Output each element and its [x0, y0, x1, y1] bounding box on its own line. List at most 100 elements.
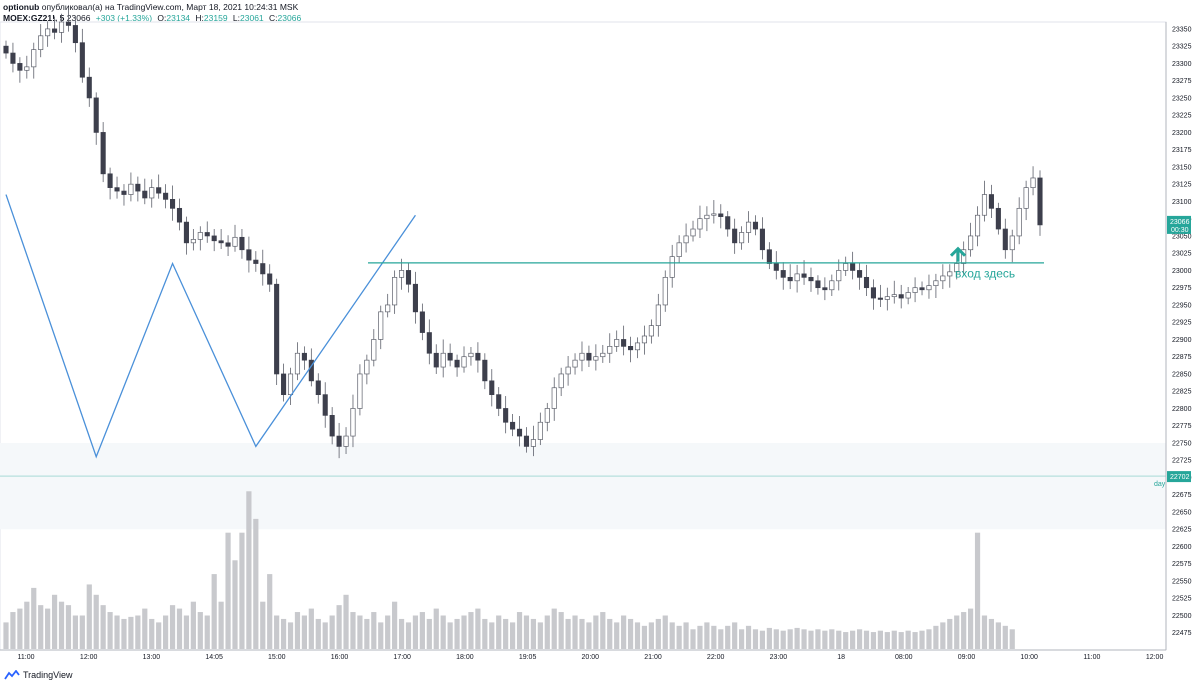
volume-bar: [93, 594, 99, 649]
volume-bar: [732, 622, 738, 649]
entry-annotation: вход здесь: [955, 266, 1015, 280]
candle-body: [468, 352, 474, 358]
candle-body: [634, 342, 641, 351]
volume-bar: [586, 622, 592, 649]
volume-bar: [398, 618, 405, 649]
candle-body: [52, 28, 58, 33]
volume-bar: [482, 618, 488, 649]
volume-bar: [614, 622, 620, 649]
candle-body: [961, 249, 967, 264]
volume-bar: [364, 618, 370, 649]
candle-body: [183, 221, 189, 244]
candle-body: [447, 352, 453, 361]
y-tick-label: 23275: [1172, 78, 1192, 85]
volume-bar: [523, 615, 530, 649]
candle-body: [614, 339, 620, 347]
volume-bar: [870, 632, 877, 649]
candle-body: [260, 263, 266, 275]
volume-bar: [3, 622, 9, 649]
candle-body: [766, 249, 772, 264]
volume-bar: [863, 630, 870, 649]
candle-body: [135, 183, 141, 192]
volume-bar: [600, 612, 606, 649]
ohlc-high-label: H:: [195, 13, 204, 23]
volume-bar: [787, 629, 793, 649]
candle-body: [877, 297, 883, 300]
x-tick-label: 11:00: [1083, 654, 1100, 661]
candle-body: [662, 276, 668, 306]
candle-body: [440, 352, 446, 368]
candle-body: [1002, 228, 1008, 251]
volume-bar: [773, 629, 779, 649]
candle-body: [905, 292, 911, 299]
volume-bar: [530, 618, 537, 649]
y-tick-label: 22675: [1172, 492, 1192, 499]
volume-bar: [461, 615, 467, 649]
y-tick-label: 22875: [1172, 354, 1192, 361]
y-tick-label: 23175: [1172, 147, 1192, 154]
volume-bar: [745, 625, 752, 649]
candle-body: [142, 190, 148, 199]
volume-bar: [579, 618, 585, 649]
volume-bar: [704, 622, 710, 649]
volume-bar: [919, 630, 925, 649]
volume-bar: [718, 629, 724, 649]
candle-body: [759, 228, 765, 251]
candle-body: [1023, 187, 1029, 209]
y-tick-label: 23050: [1172, 233, 1192, 240]
volume-bar: [808, 630, 814, 649]
candle-body: [863, 276, 870, 289]
y-tick-label: 23025: [1172, 251, 1192, 258]
volume-bar: [676, 625, 682, 649]
candle-body: [732, 228, 738, 244]
y-tick-label: 23150: [1172, 164, 1192, 171]
brand-label[interactable]: TradingView: [23, 670, 73, 680]
candle-body: [170, 199, 176, 209]
volume-bar: [232, 560, 238, 649]
candle-body: [225, 242, 231, 247]
y-tick-label: 22575: [1172, 561, 1192, 568]
candle-body: [45, 28, 51, 37]
volume-bar: [204, 615, 210, 649]
volume-bar: [176, 608, 183, 649]
candle-body: [176, 207, 183, 223]
candle-body: [287, 373, 294, 396]
volume-bar: [65, 605, 72, 649]
volume-bar: [794, 627, 800, 649]
y-tick-label: 22500: [1172, 613, 1192, 620]
candle-body: [954, 263, 960, 273]
candle-body: [232, 236, 238, 247]
volume-bar: [225, 532, 231, 649]
volume-bar: [697, 625, 703, 649]
volume-bar: [260, 601, 266, 649]
x-tick-label: 13:00: [143, 654, 161, 661]
candle-body: [65, 21, 72, 26]
volume-bar: [24, 601, 30, 649]
candle-body: [197, 232, 203, 240]
volume-bar: [253, 518, 259, 649]
candle-body: [454, 359, 460, 368]
y-tick-label: 23000: [1172, 268, 1192, 275]
volume-bar: [385, 615, 391, 649]
volume-bar: [405, 622, 412, 649]
volume-bar: [926, 629, 932, 649]
candle-body: [163, 192, 169, 200]
candle-body: [711, 213, 717, 216]
candle-body: [558, 373, 564, 389]
x-tick-label: 20:00: [582, 654, 600, 661]
day-level-value: 22702: [1170, 474, 1190, 481]
last-price-tag: [1167, 215, 1191, 234]
volume-bar: [558, 612, 564, 649]
candle-body: [1037, 177, 1043, 226]
volume-bar: [274, 615, 280, 649]
candle-body: [850, 263, 856, 271]
volume-bar: [197, 612, 203, 649]
candle-body: [822, 287, 828, 291]
candle-body: [551, 387, 557, 409]
volume-bar: [38, 605, 44, 649]
volume-bar: [801, 629, 807, 649]
author-name[interactable]: optionub: [3, 2, 40, 12]
candle-body: [641, 335, 647, 344]
y-tick-label: 22975: [1172, 285, 1192, 292]
